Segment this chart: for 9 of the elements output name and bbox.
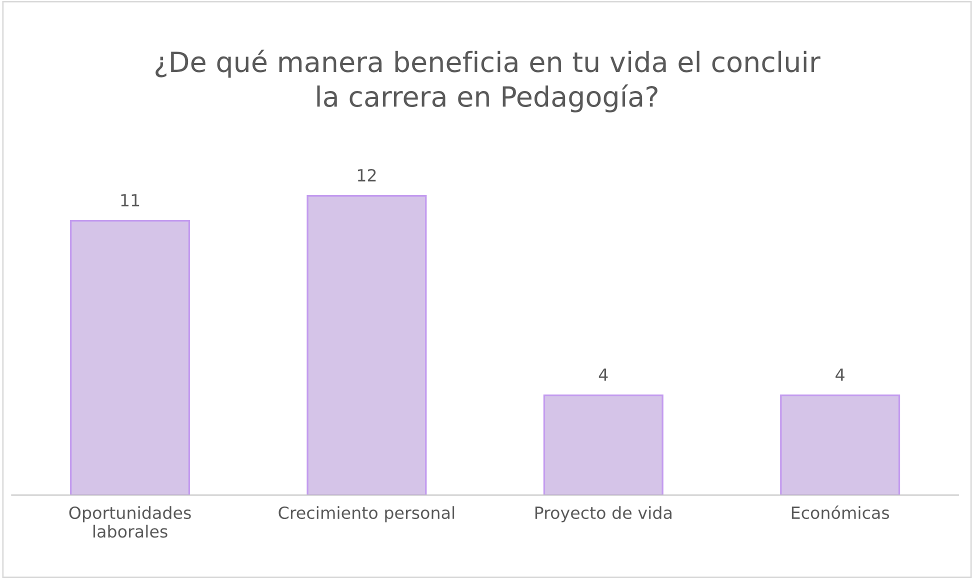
data-label: 11: [121, 194, 140, 206]
data-label: 4: [598, 368, 608, 381]
data-label: 12: [358, 168, 376, 182]
chart-title: ¿De qué manera beneficia en tu vida el concluir la carrera en Pedagogía?: [156, 50, 820, 112]
x-tick-label: Oportunidades laborales: [69, 506, 191, 538]
x-tick-label: Económicas: [792, 505, 890, 520]
x-tick-label: Crecimiento personal: [278, 506, 454, 522]
x-tick-label: Proyecto de vida: [535, 506, 672, 522]
data-label: 4: [836, 368, 844, 381]
